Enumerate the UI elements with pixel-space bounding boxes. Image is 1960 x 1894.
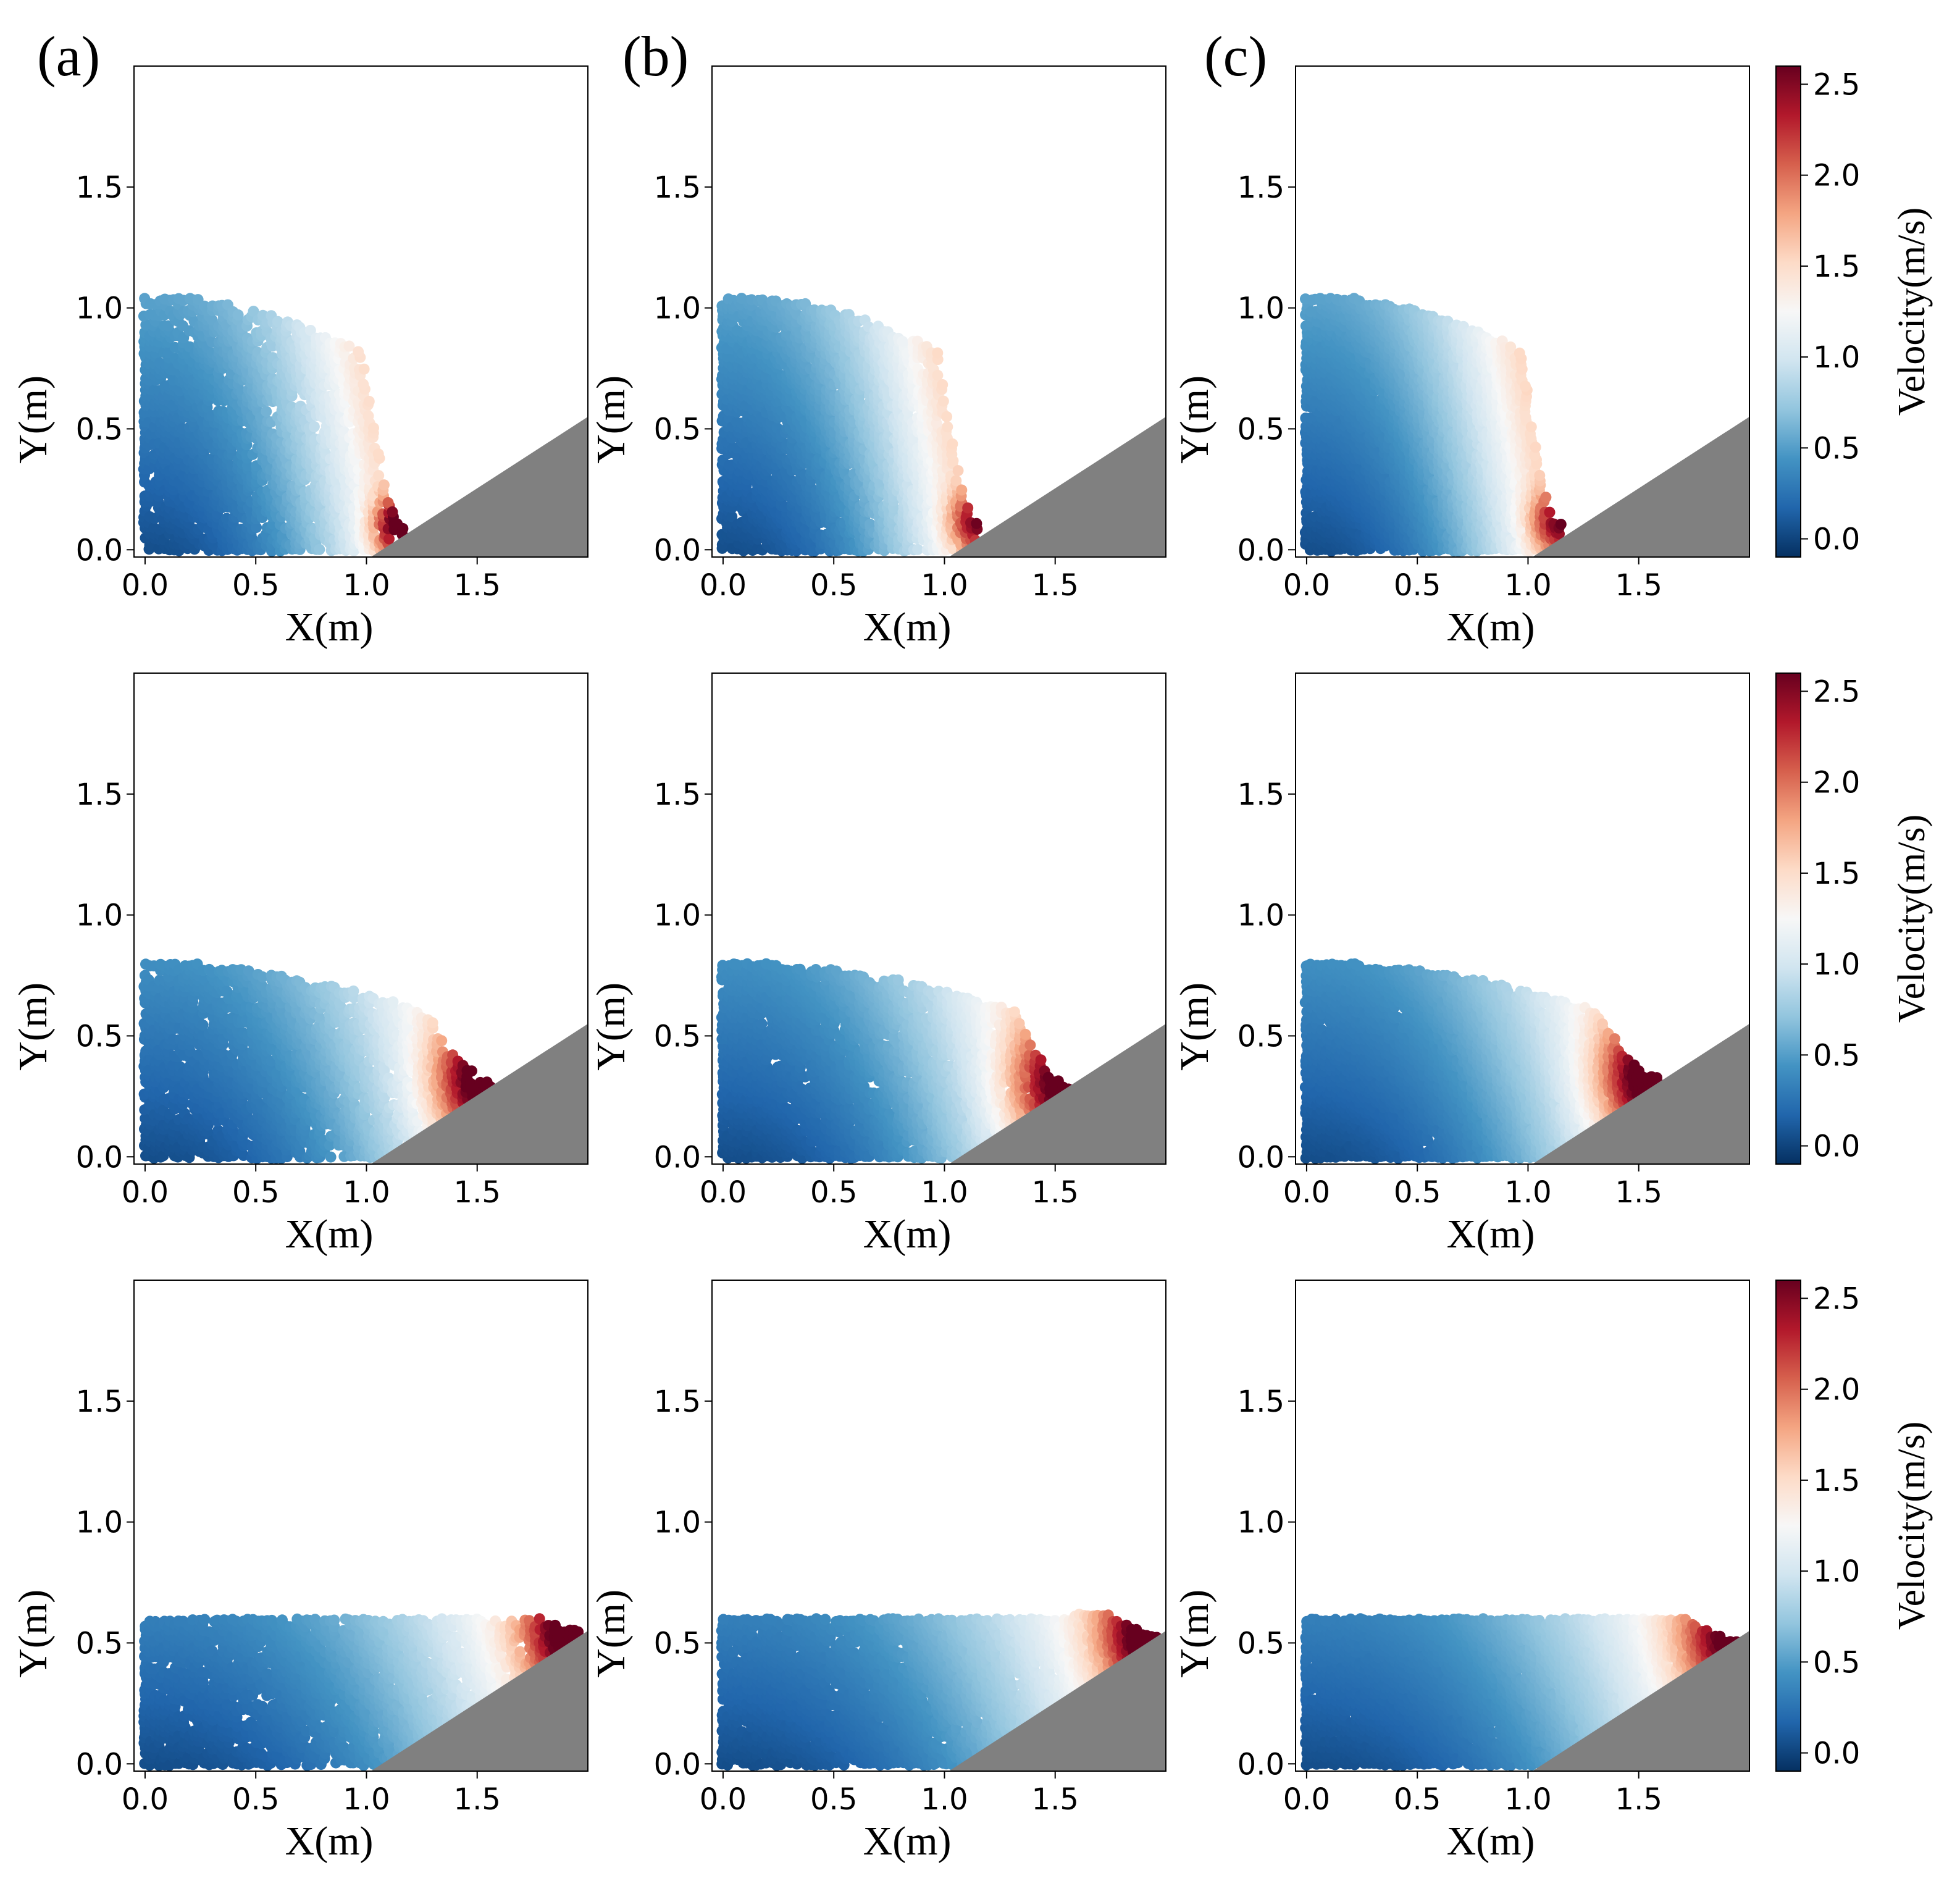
- x-tick-label: 1.5: [1032, 568, 1079, 603]
- particle: [962, 502, 974, 514]
- slope-obstacle: [949, 416, 1166, 557]
- particles: [138, 293, 588, 557]
- particle: [368, 422, 379, 434]
- particle: [932, 347, 944, 359]
- particle: [251, 522, 262, 534]
- particle: [343, 340, 355, 352]
- axes-frame: [711, 65, 1166, 558]
- x-axis-label: X(m): [285, 605, 374, 650]
- x-tick-label: 0.0: [700, 568, 747, 603]
- y-tick-label: 0.0: [76, 533, 123, 568]
- particle: [358, 363, 370, 375]
- y-axis-label: Y(m): [588, 375, 634, 464]
- y-tick-label: 1.5: [654, 170, 701, 205]
- x-tick-label: 0.5: [810, 568, 857, 603]
- particle: [363, 396, 375, 407]
- y-tick-label: 1.0: [654, 291, 701, 326]
- particle: [383, 533, 395, 545]
- particle: [947, 438, 958, 450]
- x-tick-label: 0.0: [122, 568, 169, 603]
- particle: [897, 335, 908, 347]
- particles: [716, 293, 1166, 557]
- x-tick-label: 0.5: [232, 568, 279, 603]
- particle: [304, 325, 316, 336]
- y-axis-label: Y(m): [10, 375, 56, 464]
- panel-1-1: 0.0 0.5 1.0 1.5 0.0 0.5 1.0 1.5 X(m) Y(m): [10, 65, 588, 650]
- particle: [387, 506, 398, 517]
- particle: [937, 379, 949, 390]
- particles: [1299, 293, 1749, 557]
- particle: [362, 410, 374, 422]
- particle: [971, 517, 982, 529]
- particle: [261, 406, 272, 417]
- particle: [942, 421, 953, 433]
- y-tick-label: 1.5: [76, 170, 123, 205]
- particle: [248, 306, 259, 317]
- particle: [378, 479, 390, 491]
- particle: [232, 309, 244, 321]
- x-axis-label: X(m): [863, 605, 952, 650]
- y-tick-label: 1.0: [76, 291, 123, 326]
- particle: [932, 369, 944, 381]
- x-tick-label: 1.5: [454, 568, 501, 603]
- particle: [397, 522, 409, 534]
- slope-obstacle: [371, 416, 588, 557]
- particle: [941, 411, 953, 422]
- particle: [912, 543, 924, 555]
- particle: [308, 421, 320, 432]
- particle: [372, 448, 384, 460]
- particle: [956, 484, 968, 496]
- particle: [353, 346, 364, 358]
- particle: [950, 475, 962, 487]
- panel-1-2: 0.0 0.5 1.0 1.5 0.0 0.5 1.0 1.5 X(m) Y(m): [588, 65, 1166, 650]
- particle: [358, 379, 369, 390]
- particle: [726, 511, 738, 522]
- particle: [272, 316, 283, 327]
- particle: [314, 543, 325, 555]
- x-tick-label: 1.0: [343, 568, 390, 603]
- axes-frame: [133, 65, 588, 558]
- panel-1-3: 0.0 0.5 1.0 1.50.00.51.01.5X(m)Y(m): [1172, 65, 1750, 650]
- y-tick-label: 0.5: [654, 412, 701, 446]
- x-tick-label: 1.0: [921, 568, 968, 603]
- particle: [382, 497, 394, 508]
- particle: [952, 465, 964, 477]
- y-tick-label: 0.5: [76, 412, 123, 446]
- y-tick-label: 0.0: [654, 533, 701, 568]
- particle: [937, 395, 949, 407]
- particle: [373, 470, 385, 482]
